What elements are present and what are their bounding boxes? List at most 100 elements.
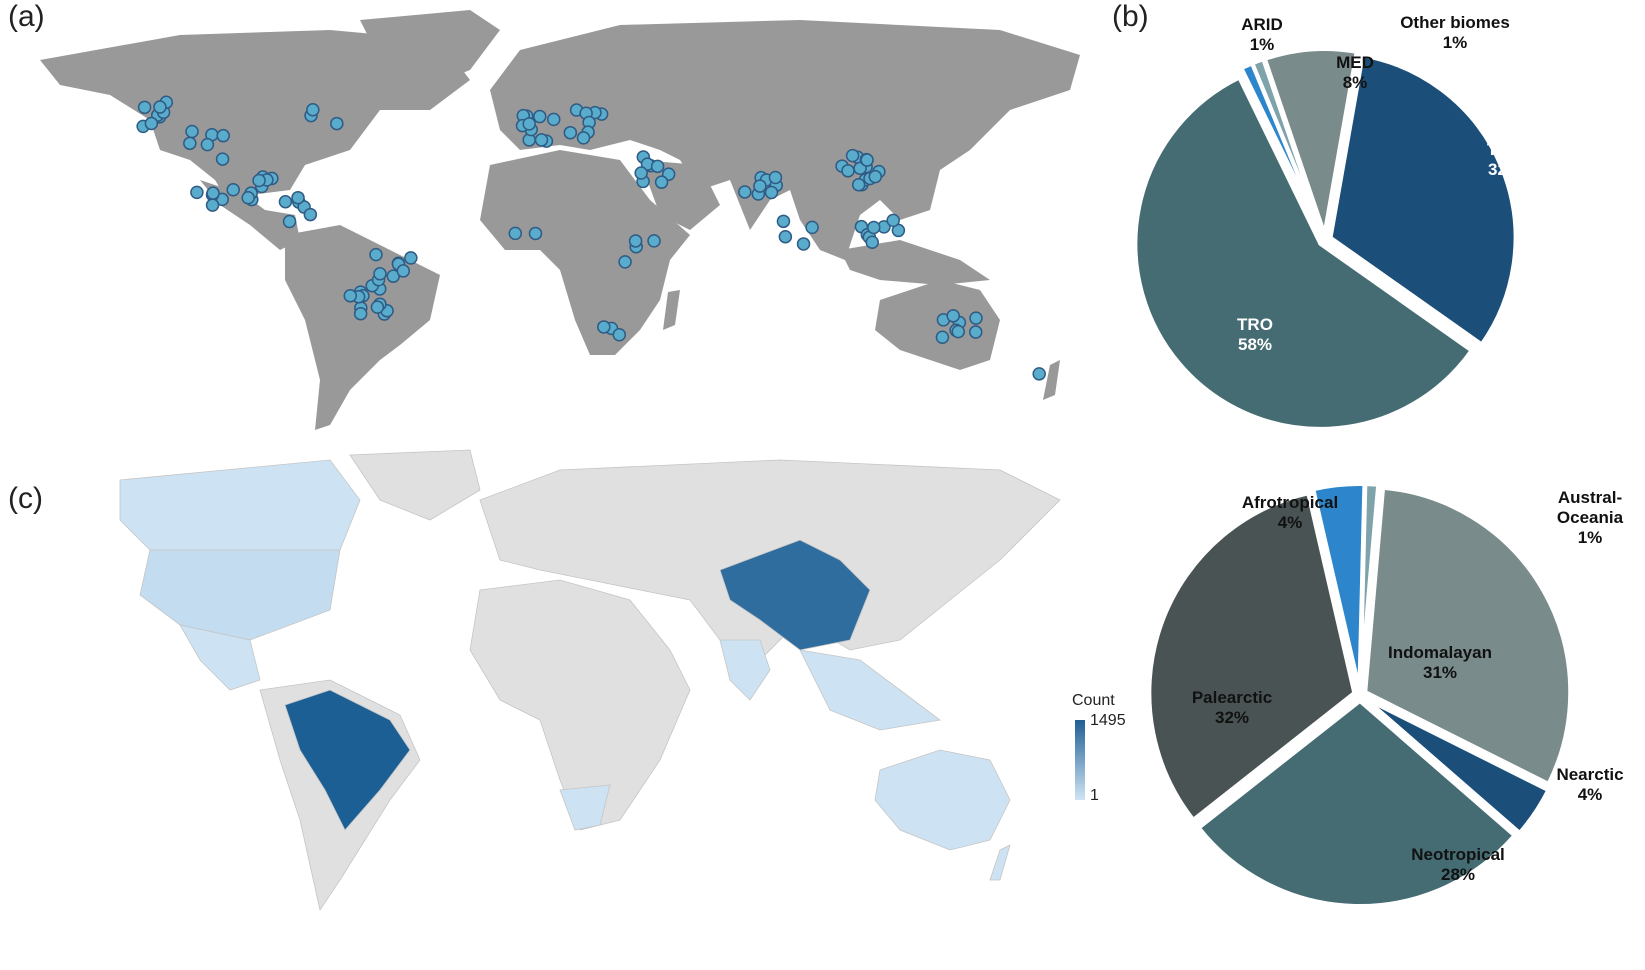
pie-slice-indomalayan [1363, 485, 1573, 787]
site-dot [796, 237, 811, 251]
site-dot [343, 289, 358, 303]
india-region [719, 639, 771, 701]
site-dot [137, 100, 152, 115]
site-dot [764, 185, 779, 200]
site-dot [634, 166, 648, 180]
site-dot [303, 207, 318, 222]
site-dot [252, 173, 266, 188]
pie-label-palearctic: Palearctic 32% [1192, 688, 1272, 727]
pie-label-afrotropical: Afrotropical 4% [1242, 493, 1338, 532]
legend-gradient-bar [1075, 720, 1085, 800]
greenland-land [360, 10, 500, 90]
site-dot [215, 152, 230, 166]
site-dot [647, 234, 661, 248]
legend-title: Count [1072, 692, 1115, 709]
site-dot [867, 220, 881, 235]
pie-label-neotropical: Neotropical 28% [1411, 845, 1505, 884]
australia-land [875, 280, 1000, 370]
pie-slice-nearctic [1363, 696, 1551, 836]
greenland-region [349, 449, 481, 521]
site-dot [278, 194, 293, 209]
pie-slice-neotropical [1195, 698, 1518, 908]
site-dot [190, 185, 204, 200]
site-dot [241, 191, 255, 205]
site-dot [654, 175, 669, 189]
new-zealand-region [989, 844, 1011, 881]
site-dot [946, 309, 960, 323]
site-dot [618, 255, 632, 269]
brazil-region [284, 689, 411, 831]
pie-label-other-biomes: Other biomes 1% [1400, 13, 1510, 52]
site-dots [136, 95, 1046, 381]
pie-label-med: MED 8% [1336, 53, 1374, 92]
site-dot [753, 179, 767, 193]
site-dot [282, 214, 297, 229]
pie-label-arid: ARID 1% [1241, 15, 1283, 54]
site-dot [404, 251, 418, 265]
site-dot [226, 182, 240, 197]
pie-slice-med [1262, 47, 1359, 235]
pie-label-tem: TEM 32% [1487, 140, 1523, 179]
site-dot [650, 159, 665, 174]
site-dot [805, 220, 819, 235]
site-dot [612, 328, 627, 342]
site-dot [576, 131, 591, 145]
site-dot [206, 186, 220, 200]
site-dot [1032, 367, 1046, 381]
site-dot [628, 234, 643, 248]
legend-min: 1 [1090, 787, 1099, 804]
pie-label-austral-oceania: Austral-Oceania 1% [1557, 488, 1624, 547]
site-dot [153, 100, 167, 114]
panel-label-b: (b) [1112, 0, 1149, 33]
site-dot [370, 300, 385, 314]
africa-region [469, 579, 691, 831]
site-dot [845, 148, 860, 163]
site-dot [768, 170, 783, 185]
north-america-land [40, 30, 470, 205]
pie-label-tro: TRO 58% [1237, 315, 1273, 354]
site-dot [522, 117, 536, 131]
site-dot [563, 125, 578, 140]
site-dot [597, 320, 611, 334]
site-dot [306, 103, 320, 117]
site-dot [865, 235, 879, 249]
site-dot [776, 214, 791, 229]
site-dot [860, 153, 874, 167]
mexico-region [179, 624, 261, 691]
pie-label-indomalayan: Indomalayan 31% [1388, 643, 1492, 682]
madagascar-land [663, 290, 680, 330]
panel-label-c: (c) [8, 482, 43, 515]
new-zealand-land [1043, 360, 1060, 400]
southern-africa-region [559, 784, 611, 831]
site-dot [935, 330, 950, 344]
site-dot [851, 177, 866, 192]
site-dot [528, 226, 543, 241]
site-dot [868, 169, 883, 184]
legend-max: 1495 [1090, 712, 1126, 729]
site-dot [546, 112, 561, 127]
pie-slice-palearctic [1147, 490, 1357, 823]
site-dot [533, 109, 547, 124]
site-dot [841, 164, 855, 178]
site-dot [144, 116, 159, 131]
pie-label-nearctic: Nearctic 4% [1556, 765, 1623, 804]
site-dot [534, 133, 549, 147]
site-dot [951, 324, 965, 339]
panel-label-a: (a) [8, 0, 45, 33]
landmasses-light [119, 449, 1061, 912]
eurasia-land [490, 20, 1080, 260]
pie-slice-tem [1328, 53, 1518, 348]
pie-slice-tro [1133, 74, 1475, 431]
site-dot [508, 226, 523, 241]
se-asia-region [799, 649, 941, 731]
site-dot [200, 137, 215, 152]
site-dot [738, 185, 752, 199]
australia-region [874, 749, 1011, 851]
site-dot [353, 306, 368, 321]
site-dot [373, 267, 387, 281]
site-dot [969, 311, 983, 325]
site-dot [291, 190, 305, 205]
site-dot [778, 229, 793, 244]
